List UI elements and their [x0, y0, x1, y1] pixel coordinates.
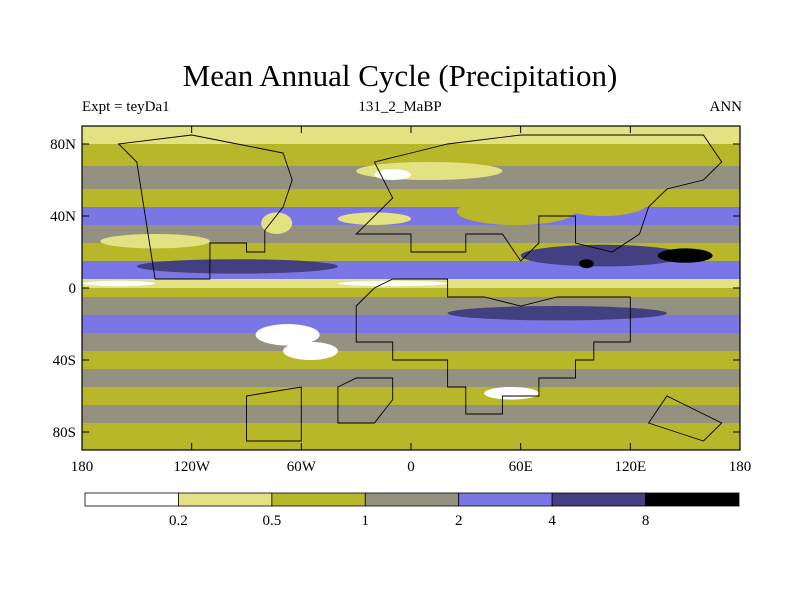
- field-band-16: [82, 405, 740, 423]
- x-tick-label-0: 180: [71, 459, 94, 475]
- precipitation-field: [82, 126, 740, 450]
- colorbar-box-2: [271, 492, 366, 507]
- field-band-15: [82, 387, 740, 405]
- field-blob-6: [100, 234, 210, 249]
- chart-title: Mean Annual Cycle (Precipitation): [182, 58, 618, 93]
- colorbar-label-4: 4: [548, 513, 556, 529]
- colorbar-box-4: [458, 492, 553, 507]
- field-blob-12: [337, 280, 448, 287]
- field-blob-7: [261, 212, 293, 234]
- field-band-1: [82, 144, 740, 166]
- colorbar-label-3: 2: [455, 513, 463, 529]
- x-tick-label-3: 0: [407, 459, 415, 475]
- land-outline-1: [337, 377, 394, 424]
- colorbar-label-0: 0.2: [169, 513, 188, 529]
- field-blob-13: [484, 387, 539, 400]
- field-blob-4: [657, 248, 713, 263]
- land-outline-4: [647, 395, 723, 442]
- x-tick-label-4: 60E: [509, 459, 533, 475]
- x-tick-label-1: 120W: [173, 459, 211, 475]
- y-tick-label-0: 80N: [50, 137, 76, 153]
- y-tick-label-1: 40N: [50, 209, 76, 225]
- field-blob-8: [337, 212, 412, 225]
- land-outline-0: [355, 278, 631, 415]
- land-outlines: [117, 134, 723, 442]
- field-blob-15: [374, 169, 411, 181]
- colorbar-label-2: 1: [362, 513, 370, 529]
- field-blob-3: [520, 244, 686, 267]
- colorbar-box-3: [364, 492, 460, 507]
- field-blob-5: [579, 259, 594, 269]
- field-band-14: [82, 369, 740, 387]
- field-band-9: [82, 288, 740, 297]
- x-tick-label-5: 120E: [614, 459, 646, 475]
- field-band-12: [82, 333, 740, 351]
- colorbar-box-5: [551, 492, 646, 507]
- y-tick-label-3: 40S: [53, 353, 76, 369]
- experiment-label: Expt = teyDa1: [82, 99, 170, 115]
- x-tick-label-6: 180: [729, 459, 752, 475]
- field-blob-16: [456, 198, 576, 225]
- field-blob-17: [557, 189, 649, 216]
- period-label: 131_2_MaBP: [358, 99, 442, 115]
- field-blob-2: [465, 309, 649, 317]
- colorbar: 0.2 0.5 1 2 4 8: [84, 492, 740, 529]
- land-outline-2: [117, 134, 293, 280]
- colorbar-label-1: 0.5: [262, 513, 281, 529]
- y-tick-label-2: 0: [69, 281, 77, 297]
- colorbar-label-5: 8: [642, 513, 650, 529]
- land-outline-3: [355, 134, 723, 262]
- field-band-0: [82, 126, 740, 144]
- axes: 180 120W 60W 0 60E 120E 180 80N 40N 0 40S 80S: [50, 126, 751, 475]
- field-blob-9: [255, 324, 320, 346]
- season-label: ANN: [709, 99, 743, 115]
- colorbar-box-6: [645, 492, 740, 507]
- y-tick-label-4: 80S: [53, 425, 76, 441]
- field-blob-0: [136, 259, 338, 274]
- field-blob-10: [283, 342, 338, 360]
- x-tick-label-2: 60W: [287, 459, 317, 475]
- land-outline-5: [246, 386, 302, 442]
- colorbar-box-0: [84, 492, 179, 507]
- colorbar-box-1: [178, 492, 273, 507]
- field-blob-11: [82, 280, 156, 287]
